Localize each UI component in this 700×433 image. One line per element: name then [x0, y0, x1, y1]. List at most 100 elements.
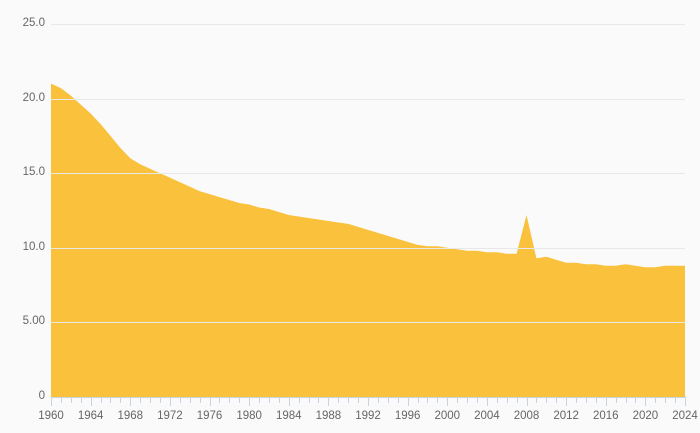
y-tick-label: 25.0	[22, 17, 45, 29]
x-tick-major	[328, 397, 330, 406]
x-tick-label: 1984	[275, 410, 302, 422]
x-tick-minor	[318, 397, 320, 403]
x-tick-label: 1960	[38, 410, 64, 422]
x-tick-major	[447, 397, 449, 406]
x-tick-minor	[140, 397, 142, 403]
x-tick-minor	[615, 397, 617, 403]
plot-area	[51, 24, 685, 397]
x-tick-major	[566, 397, 568, 406]
x-tick-minor	[595, 397, 597, 403]
x-tick-major	[169, 397, 171, 406]
x-tick-label: 2024	[672, 410, 698, 422]
x-tick-label: 1992	[355, 410, 381, 422]
x-tick-minor	[377, 397, 379, 403]
x-tick-minor	[348, 397, 350, 403]
x-tick-minor	[259, 397, 261, 403]
x-tick-minor	[576, 397, 578, 403]
x-tick-minor	[536, 397, 538, 403]
x-tick-label: 2008	[513, 410, 540, 422]
gridline-y	[51, 322, 685, 324]
x-tick-label: 1976	[196, 410, 223, 422]
x-tick-minor	[358, 397, 360, 403]
x-tick-minor	[239, 397, 241, 403]
x-tick-minor	[665, 397, 667, 403]
x-tick-label: 1972	[157, 410, 183, 422]
x-tick-minor	[457, 397, 459, 403]
x-tick-minor	[159, 397, 161, 403]
gridline-y	[51, 173, 685, 175]
x-tick-minor	[506, 397, 508, 403]
y-tick-label: 5.00	[22, 315, 45, 328]
y-axis: 25.0 20.0 15.0 10.0 5.00 0	[0, 0, 45, 433]
x-tick-minor	[219, 397, 221, 403]
x-tick-minor	[675, 397, 677, 403]
x-tick-major	[605, 397, 607, 406]
x-tick-major	[249, 397, 251, 406]
x-tick-minor	[110, 397, 112, 403]
x-tick-label: 2012	[553, 410, 579, 422]
x-tick-minor	[476, 397, 478, 403]
x-tick-minor	[516, 397, 518, 403]
gridline-y	[51, 247, 685, 249]
x-tick-major	[407, 397, 409, 406]
x-tick-minor	[585, 397, 587, 403]
area-series	[51, 83, 685, 397]
x-tick-label: 2016	[592, 410, 619, 422]
x-tick-major	[486, 397, 488, 406]
y-tick-label: 0	[38, 390, 45, 402]
x-tick-minor	[546, 397, 548, 403]
x-tick-minor	[417, 397, 419, 403]
x-tick-minor	[60, 397, 62, 403]
x-tick-major	[368, 397, 369, 406]
x-tick-major	[645, 397, 647, 406]
gridline-y	[51, 24, 685, 25]
x-tick-label: 1964	[77, 410, 104, 422]
x-tick-major	[526, 397, 528, 406]
x-tick-minor	[179, 397, 181, 403]
x-tick-minor	[120, 397, 122, 403]
x-tick-minor	[268, 397, 270, 403]
x-axis: 1960 1964 1968 1972 1976 1980 1984 1988 1992 1996…	[38, 397, 698, 433]
x-tick-minor	[437, 397, 439, 403]
x-tick-minor	[150, 397, 152, 403]
x-tick-major	[130, 397, 132, 406]
x-tick-minor	[278, 397, 280, 403]
gridline-y	[51, 98, 685, 100]
x-tick-minor	[556, 397, 558, 403]
x-tick-minor	[427, 397, 429, 403]
x-tick-minor	[70, 397, 72, 403]
x-tick-minor	[397, 397, 399, 403]
x-tick-label: 2000	[434, 410, 461, 422]
x-tick-minor	[189, 397, 191, 403]
x-tick-minor	[655, 397, 657, 403]
x-tick-label: 1980	[236, 410, 262, 422]
x-tick-minor	[496, 397, 498, 403]
x-tick-major	[209, 397, 211, 406]
x-tick-minor	[308, 397, 310, 403]
x-tick-major	[51, 397, 52, 406]
area-path	[51, 83, 685, 397]
x-tick-minor	[635, 397, 637, 403]
x-tick-minor	[298, 397, 300, 403]
x-tick-label: 1968	[117, 410, 144, 422]
y-tick-label: 15.0	[22, 166, 45, 179]
x-tick-minor	[100, 397, 102, 403]
x-tick-label: 1996	[394, 410, 421, 422]
x-tick-minor	[625, 397, 627, 403]
x-tick-minor	[338, 397, 340, 403]
x-tick-minor	[199, 397, 201, 403]
x-tick-major	[90, 397, 92, 406]
y-tick-label: 10.0	[22, 240, 45, 253]
y-tick-label: 20.0	[22, 91, 45, 104]
x-tick-minor	[387, 397, 389, 403]
x-tick-minor	[467, 397, 469, 403]
x-tick-label: 2020	[632, 410, 659, 422]
x-tick-major	[288, 397, 290, 406]
x-tick-label: 1988	[315, 410, 342, 422]
x-tick-label: 2004	[474, 410, 500, 422]
x-tick-minor	[229, 397, 231, 403]
x-tick-major	[685, 397, 686, 406]
x-tick-minor	[80, 397, 82, 403]
y-axis-line	[51, 24, 52, 398]
